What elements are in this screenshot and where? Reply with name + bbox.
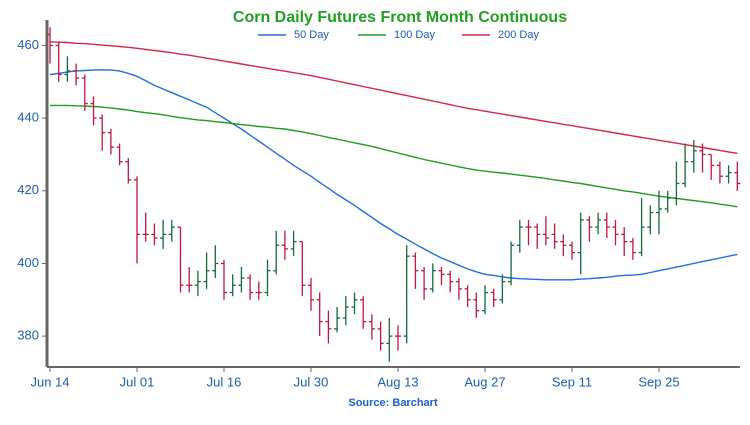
source: Source: Barchart — [348, 397, 438, 409]
y-tick-label: 460 — [17, 37, 39, 52]
x-tick-label: Jul 01 — [120, 374, 155, 389]
chart-title: Corn Daily Futures Front Month Continuou… — [233, 9, 567, 26]
ma-line — [49, 69, 738, 281]
x-tick-label: Jun 14 — [30, 374, 69, 389]
y-tick-label: 400 — [17, 255, 39, 270]
x-tick-label: Aug 13 — [377, 374, 418, 389]
legend-label: 50 Day — [294, 29, 329, 41]
ma-line — [49, 41, 738, 154]
y-tick-label: 420 — [17, 182, 39, 197]
x-tick-label: Sep 11 — [552, 374, 592, 389]
x-tick-label: Sep 25 — [638, 374, 679, 389]
x-tick-label: Jul 16 — [207, 374, 242, 389]
y-tick-label: 380 — [17, 328, 39, 343]
legend-label: 100 Day — [394, 29, 435, 41]
ma-line — [50, 104, 738, 208]
x-tick-label: Aug 27 — [464, 374, 505, 389]
y-tick-label: 440 — [17, 110, 39, 125]
x-tick-label: Jul 30 — [294, 374, 329, 389]
legend-label: 200 Day — [498, 29, 539, 41]
